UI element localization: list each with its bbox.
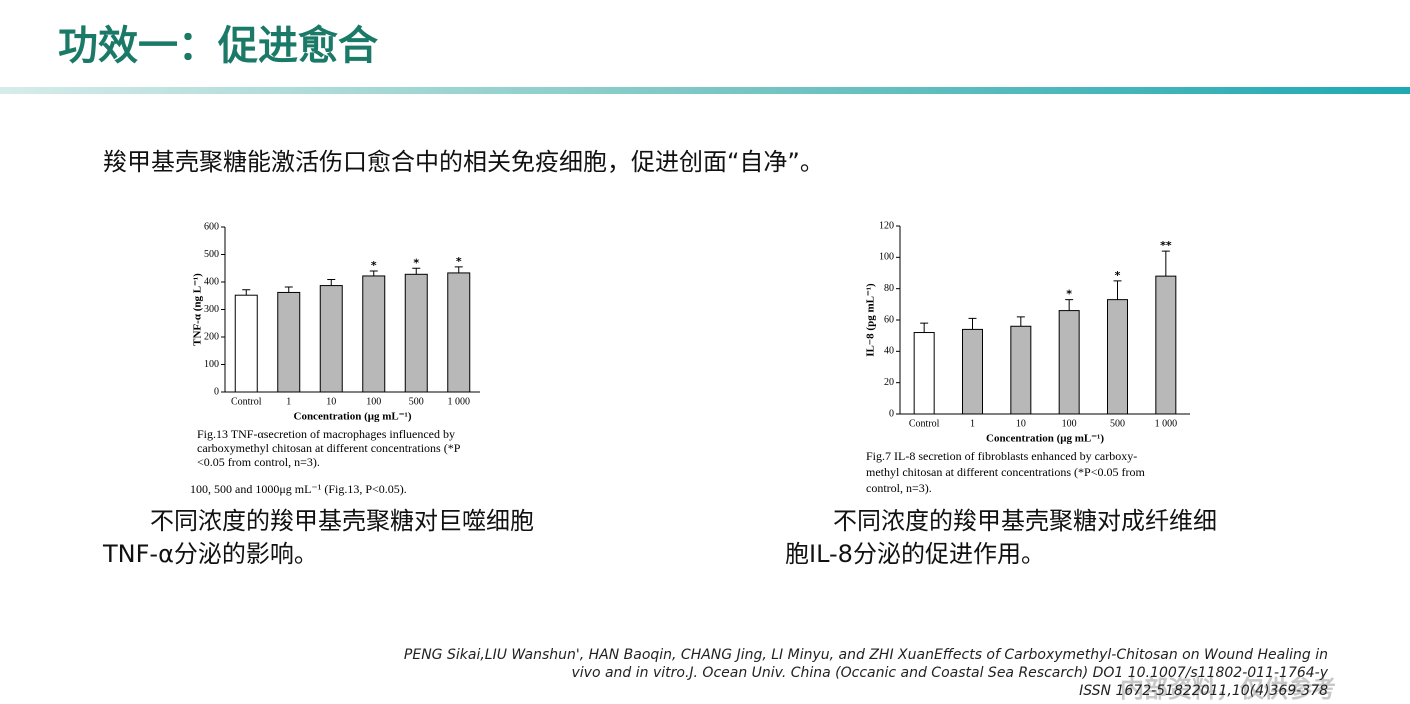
bar <box>404 273 428 393</box>
x-tick-label: 100 <box>366 396 381 407</box>
error-bar <box>920 322 929 333</box>
bar <box>362 275 386 393</box>
significance-mark: * <box>413 256 419 269</box>
citation-line: PENG Sikai,LIU Wanshun', HAN Baoqin, CHA… <box>404 647 1328 663</box>
error-bar <box>1065 299 1074 311</box>
bar <box>319 285 343 393</box>
y-tick-label: 600 <box>204 221 219 232</box>
error-bar <box>412 267 421 275</box>
y-tick-label: 400 <box>204 276 219 287</box>
significance-mark: ** <box>1160 239 1172 252</box>
error-bar <box>1161 250 1170 277</box>
figure-description: 不同浓度的羧甲基壳聚糖对巨噬细胞 <box>150 507 534 535</box>
figure-caption: <0.05 from control, n=3). <box>197 455 320 469</box>
figure-caption: carboxymethyl chitosan at different conc… <box>197 441 461 455</box>
intro-text: 羧甲基壳聚糖能激活伤口愈合中的相关免疫细胞，促进创面“自净”。 <box>103 148 824 176</box>
y-tick-label: 40 <box>884 346 894 357</box>
significance-mark: * <box>1115 269 1121 282</box>
y-tick-label: 80 <box>884 283 894 294</box>
x-tick-label: 500 <box>1110 418 1125 429</box>
y-tick-label: 60 <box>884 314 894 325</box>
x-tick-label: Control <box>231 396 262 407</box>
y-axis-label: TNF-α (ng L⁻¹) <box>192 273 204 346</box>
citation-line: ISSN 1672-51822011,10(4)369-378 <box>1079 683 1328 699</box>
x-tick-label: 100 <box>1062 418 1077 429</box>
error-bar <box>369 270 378 276</box>
title-stripe <box>0 87 1410 94</box>
significance-mark: * <box>1066 288 1072 301</box>
x-tick-label: 1 <box>970 418 975 429</box>
y-tick-label: 120 <box>879 220 894 231</box>
slide-title: 功效一：促进愈合 <box>58 23 378 69</box>
figure-description: 胞IL-8分泌的促进作用。 <box>785 540 1045 568</box>
y-tick-label: 100 <box>879 252 894 263</box>
significance-mark: * <box>456 255 462 268</box>
x-tick-label: 1 <box>286 396 291 407</box>
figure-description: TNF-α分泌的影响。 <box>102 540 318 568</box>
error-bar <box>454 266 463 273</box>
y-tick-label: 0 <box>889 408 894 419</box>
error-bar <box>1113 280 1122 300</box>
x-tick-label: Control <box>909 418 940 429</box>
x-tick-label: 500 <box>409 396 424 407</box>
error-bar <box>968 317 977 330</box>
x-tick-label: 1 000 <box>1155 418 1178 429</box>
bar <box>277 291 301 393</box>
x-tick-label: 1 000 <box>448 396 471 407</box>
figure-caption: Fig.13 TNF-αsecretion of macrophages inf… <box>197 427 455 441</box>
y-axis-label: IL−8 (pg mL⁻¹) <box>865 283 877 357</box>
y-tick-label: 200 <box>204 331 219 342</box>
figure-caption: Fig.7 IL-8 secretion of fibroblasts enha… <box>866 449 1137 463</box>
bar <box>1058 310 1080 415</box>
error-bar <box>284 286 293 293</box>
x-tick-label: 10 <box>1016 418 1026 429</box>
bar <box>1155 275 1177 415</box>
citation-line: vivo and in vitro.J. Ocean Univ. China (… <box>571 665 1328 681</box>
x-axis-label: Concentration (μg mL⁻¹) <box>986 433 1104 445</box>
significance-mark: * <box>371 259 377 272</box>
figure-description: 不同浓度的羧甲基壳聚糖对成纤维细 <box>833 507 1217 535</box>
x-axis-label: Concentration (μg mL⁻¹) <box>294 411 412 423</box>
error-bar <box>242 289 251 296</box>
bar <box>234 294 258 393</box>
bar <box>913 332 935 415</box>
y-tick-label: 300 <box>204 304 219 315</box>
figure-caption: methyl chitosan at different concentrati… <box>866 465 1145 479</box>
y-tick-label: 0 <box>214 386 219 397</box>
bar <box>1010 325 1032 415</box>
bar <box>962 328 983 415</box>
bar <box>447 272 471 393</box>
bar <box>1107 299 1128 415</box>
x-tick-label: 10 <box>326 396 336 407</box>
y-tick-label: 20 <box>884 377 894 388</box>
figure-caption: control, n=3). <box>866 481 932 495</box>
y-tick-label: 500 <box>204 249 219 260</box>
error-bar <box>327 279 336 286</box>
y-tick-label: 100 <box>204 359 219 370</box>
watermark: 内部资料，仅供参考 <box>1120 675 1336 703</box>
figure-note: 100, 500 and 1000μg mL⁻¹ (Fig.13, P<0.05… <box>190 482 407 496</box>
error-bar <box>1016 316 1025 327</box>
